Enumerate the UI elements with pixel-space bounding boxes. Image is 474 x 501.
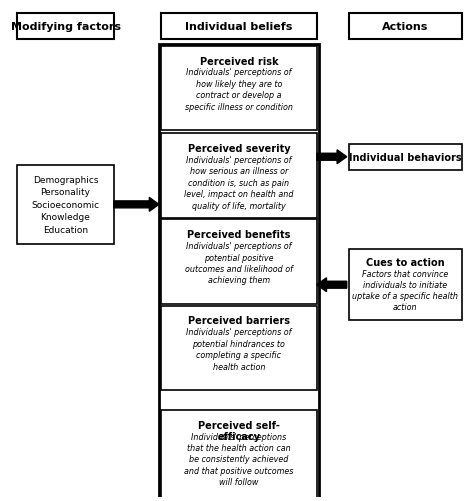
- Text: Individuals' perceptions of
how serious an illness or
condition is, such as pain: Individuals' perceptions of how serious …: [184, 155, 293, 210]
- FancyBboxPatch shape: [161, 14, 317, 40]
- FancyBboxPatch shape: [349, 145, 462, 170]
- FancyBboxPatch shape: [349, 249, 462, 321]
- Text: Cues to action: Cues to action: [366, 258, 445, 268]
- FancyBboxPatch shape: [161, 134, 317, 219]
- Text: Perceived risk: Perceived risk: [200, 57, 278, 67]
- FancyBboxPatch shape: [18, 14, 114, 40]
- Text: Demographics
Personality
Socioeconomic
Knowledge
Education: Demographics Personality Socioeconomic K…: [31, 175, 100, 234]
- Text: Individuals' perceptions of
potential positive
outcomes and likelihood of
achiev: Individuals' perceptions of potential po…: [185, 241, 293, 285]
- FancyArrow shape: [317, 150, 346, 164]
- FancyBboxPatch shape: [161, 306, 317, 390]
- Text: Individuals' perceptions of
potential hindrances to
completing a specific
health: Individuals' perceptions of potential hi…: [186, 328, 292, 371]
- Text: Perceived severity: Perceived severity: [188, 144, 290, 153]
- FancyBboxPatch shape: [18, 165, 114, 244]
- Text: Perceived barriers: Perceived barriers: [188, 316, 290, 326]
- FancyArrow shape: [317, 278, 346, 292]
- Text: Modifying factors: Modifying factors: [10, 22, 120, 32]
- Text: Individuals' perceptions of
how likely they are to
contract or develop a
specifi: Individuals' perceptions of how likely t…: [185, 68, 293, 112]
- FancyBboxPatch shape: [161, 47, 317, 131]
- FancyArrow shape: [114, 198, 159, 212]
- Text: Individuals' perceptions
that the health action can
be consistently achieved
and: Individuals' perceptions that the health…: [184, 432, 293, 486]
- Text: Perceived self-
efficacy: Perceived self- efficacy: [198, 420, 280, 441]
- FancyBboxPatch shape: [349, 14, 462, 40]
- Text: Individual beliefs: Individual beliefs: [185, 22, 292, 32]
- Text: Individual behaviors: Individual behaviors: [349, 152, 462, 162]
- FancyBboxPatch shape: [161, 220, 317, 304]
- FancyBboxPatch shape: [161, 410, 317, 501]
- Text: Perceived benefits: Perceived benefits: [187, 229, 291, 239]
- Text: Actions: Actions: [382, 22, 428, 32]
- Text: Factors that convince
individuals to initiate
uptake of a specific health
action: Factors that convince individuals to ini…: [353, 270, 458, 312]
